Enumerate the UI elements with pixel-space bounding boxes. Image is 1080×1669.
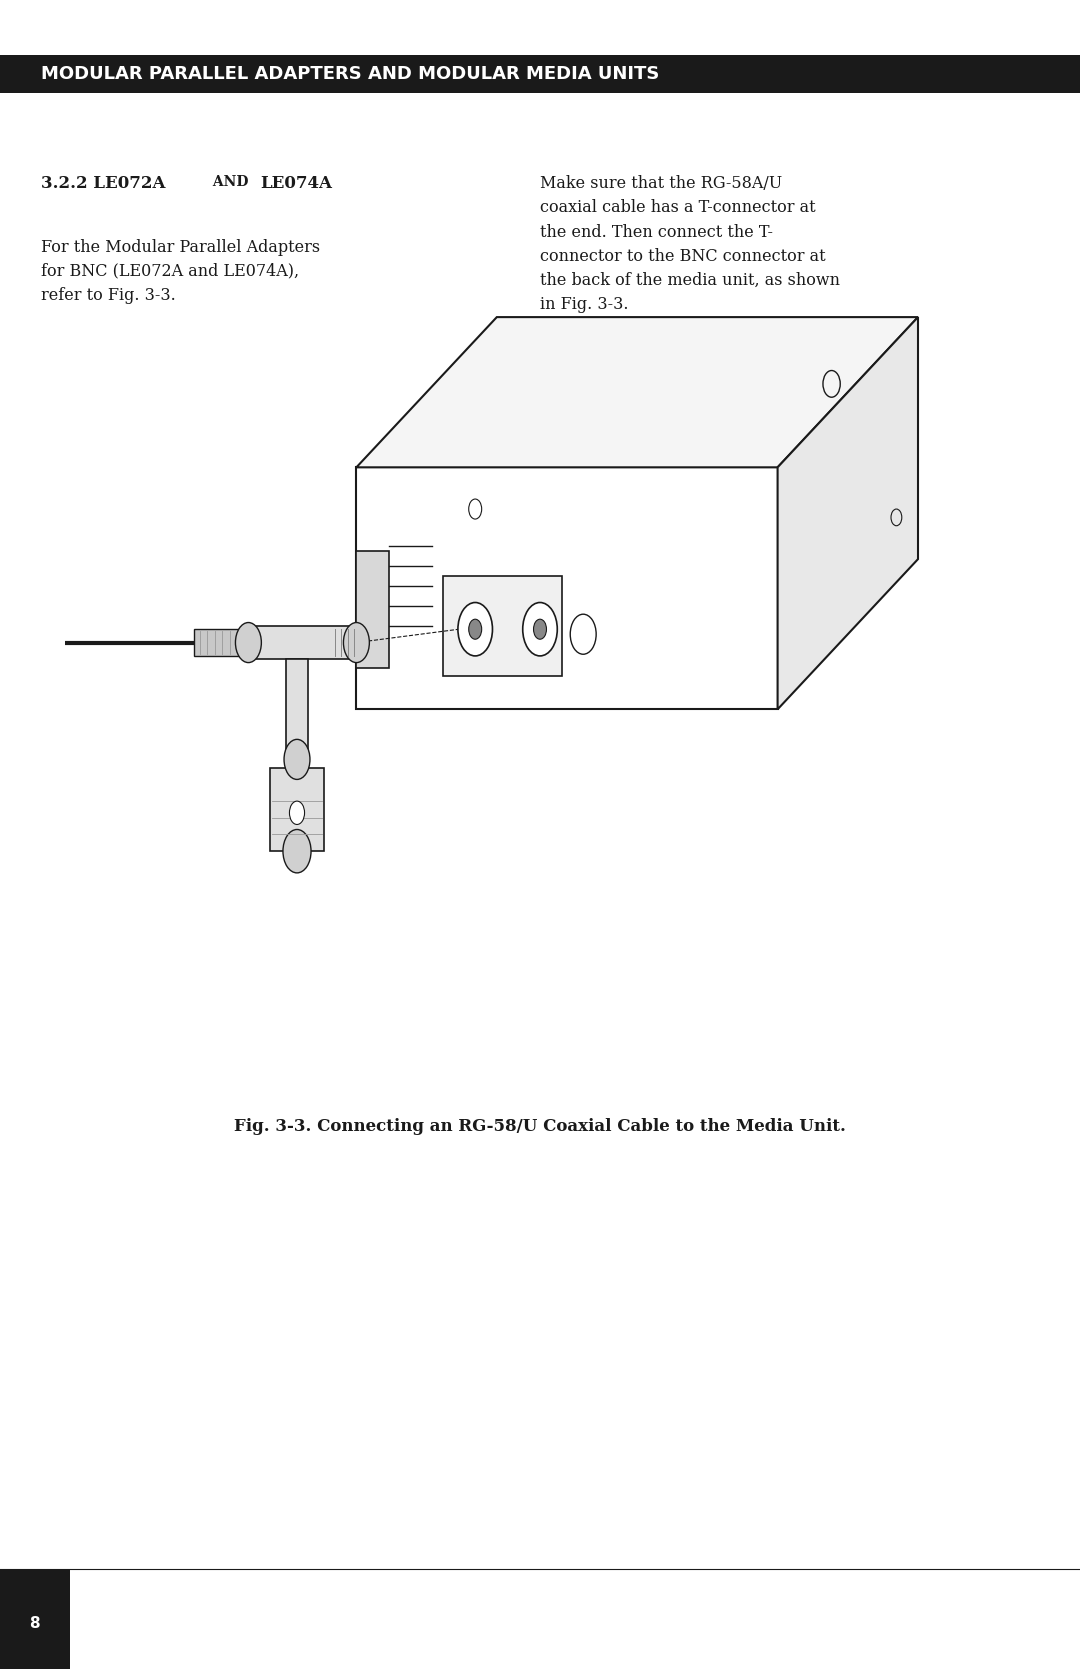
Polygon shape [286,659,308,759]
Circle shape [469,619,482,639]
Text: AND: AND [208,175,254,189]
Text: MODULAR PARALLEL ADAPTERS AND MODULAR MEDIA UNITS: MODULAR PARALLEL ADAPTERS AND MODULAR ME… [41,65,660,83]
Polygon shape [443,576,562,676]
Circle shape [283,829,311,873]
Text: 3.2.2 LE072A: 3.2.2 LE072A [41,175,165,192]
Circle shape [343,623,369,663]
Polygon shape [356,317,918,467]
Polygon shape [248,626,356,659]
Polygon shape [270,768,324,851]
FancyBboxPatch shape [0,55,1080,93]
Circle shape [534,619,546,639]
Circle shape [235,623,261,663]
Circle shape [523,603,557,656]
Text: For the Modular Parallel Adapters
for BNC (LE072A and LE074A),
refer to Fig. 3-3: For the Modular Parallel Adapters for BN… [41,239,320,304]
Text: Fig. 3-3. Connecting an RG-58/U Coaxial Cable to the Media Unit.: Fig. 3-3. Connecting an RG-58/U Coaxial … [234,1118,846,1135]
Polygon shape [194,629,248,656]
Text: 8: 8 [29,1616,40,1631]
Text: LE074A: LE074A [260,175,333,192]
Circle shape [570,614,596,654]
Circle shape [289,801,305,824]
FancyBboxPatch shape [0,1569,70,1669]
Polygon shape [356,551,389,668]
Polygon shape [778,317,918,709]
Text: Make sure that the RG-58A/U
coaxial cable has a T-connector at
the end. Then con: Make sure that the RG-58A/U coaxial cabl… [540,175,840,314]
Circle shape [458,603,492,656]
Circle shape [284,739,310,779]
Polygon shape [356,467,778,709]
